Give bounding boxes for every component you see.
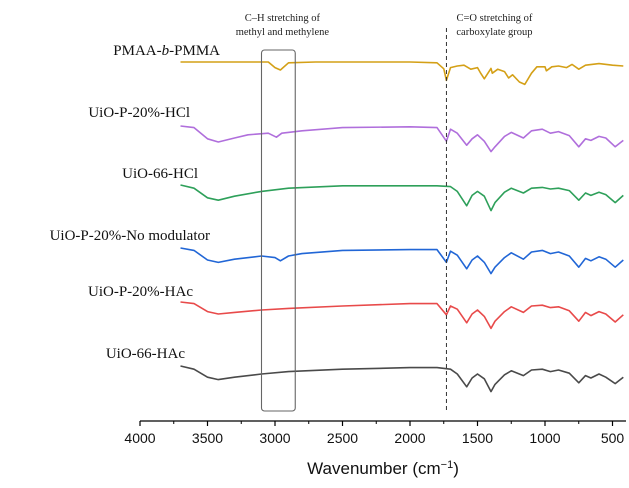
ch-annotation-line-1: C–H stretching of xyxy=(245,13,321,24)
series-layer xyxy=(180,61,624,393)
series-line-3 xyxy=(180,184,624,212)
ch-annotation-line-2: methyl and methylene xyxy=(236,27,330,38)
x-tick-label: 3000 xyxy=(259,430,290,446)
series-label-part: b xyxy=(162,43,170,59)
x-tick-label: 2500 xyxy=(327,430,358,446)
series-line-1 xyxy=(180,61,624,86)
x-axis-title-main: Wavenumber (cm xyxy=(307,459,441,478)
ch-stretch-annotation: C–H stretching of methyl and methylene xyxy=(236,13,330,412)
series-label-5: UiO-P-20%-HAc xyxy=(88,284,193,300)
series-label-part: PMAA- xyxy=(113,43,161,59)
x-axis-title-superscript: −1 xyxy=(441,459,454,471)
x-tick-label: 1000 xyxy=(529,430,560,446)
series-label-part: -PMMA xyxy=(169,43,220,59)
x-tick-label: 4000 xyxy=(124,430,155,446)
x-tick-label: 500 xyxy=(601,430,625,446)
x-tick-label: 2000 xyxy=(394,430,425,446)
x-axis-title: Wavenumber (cm−1) xyxy=(307,459,459,478)
x-tick-label: 1500 xyxy=(462,430,493,446)
x-axis-title-end: ) xyxy=(453,459,459,478)
co-annotation-line-2: carboxylate group xyxy=(456,27,532,38)
series-line-6 xyxy=(180,365,624,393)
series-label-1: PMAA-b-PMMA xyxy=(113,43,220,59)
series-label-layer: PMAA-b-PMMA UiO-P-20%-HCl UiO-66-HCl UiO-P-… xyxy=(50,43,221,362)
ch-stretch-box xyxy=(260,49,296,412)
series-line-5 xyxy=(180,301,624,330)
series-line-2 xyxy=(180,125,624,153)
series-label-3: UiO-66-HCl xyxy=(122,166,198,182)
x-axis: 4000 3500 3000 2500 2000 1500 1000 500 xyxy=(124,420,626,446)
series-label-6: UiO-66-HAc xyxy=(106,346,185,362)
series-line-4 xyxy=(180,247,624,275)
co-annotation-line-1: C=O stretching of xyxy=(456,13,532,24)
series-label-4: UiO-P-20%-No modulator xyxy=(50,228,210,244)
co-stretch-annotation: C=O stretching of carboxylate group xyxy=(445,13,533,412)
x-tick-label: 3500 xyxy=(192,430,223,446)
series-label-2: UiO-P-20%-HCl xyxy=(88,105,190,121)
